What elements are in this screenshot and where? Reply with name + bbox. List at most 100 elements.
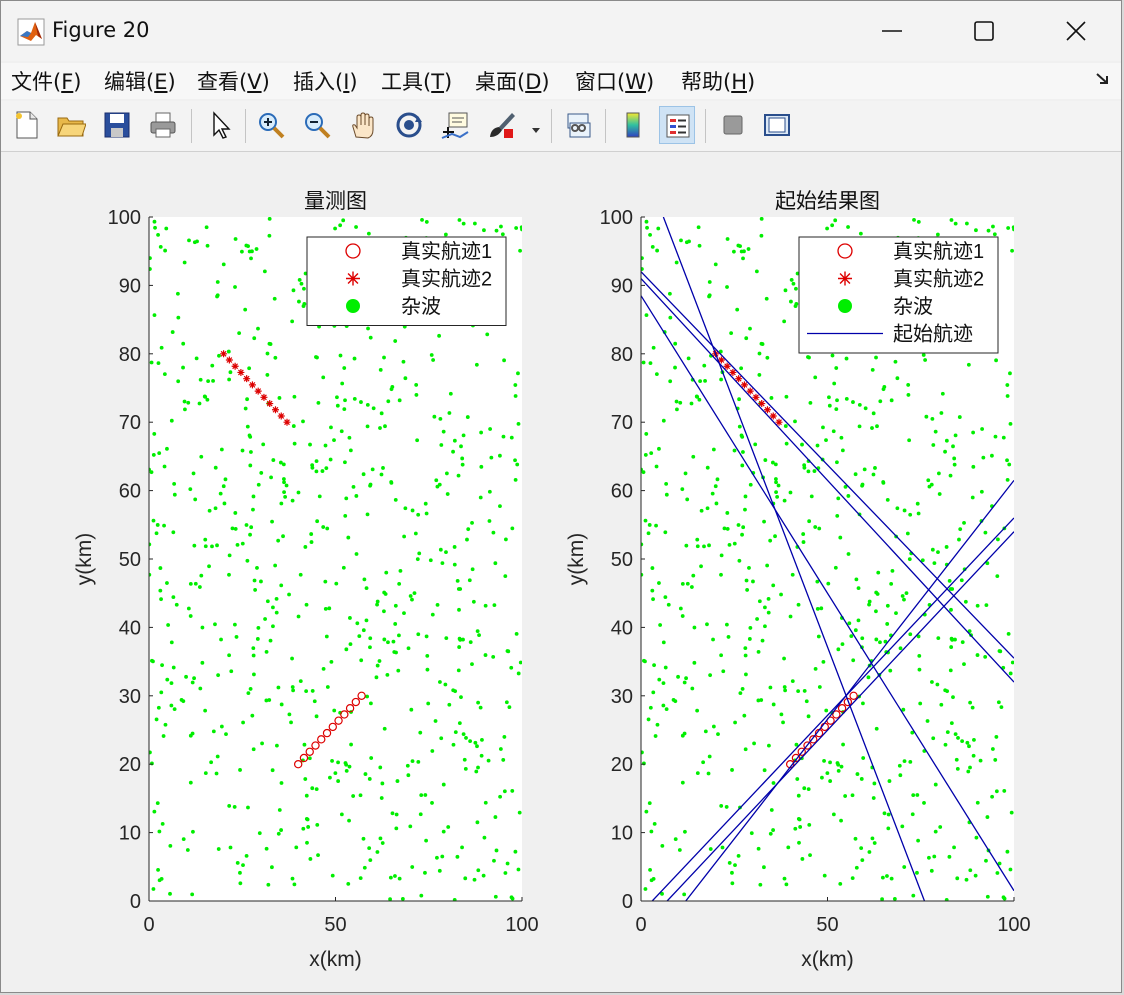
clutter-point — [866, 675, 871, 680]
legend-entry-label: 杂波 — [401, 295, 441, 318]
dock-arrow-icon[interactable] — [1095, 71, 1111, 91]
menu-item-d[interactable]: 桌面(D) — [475, 70, 550, 94]
rotate-3d-button[interactable] — [391, 106, 427, 144]
close-button[interactable] — [1031, 1, 1121, 61]
clutter-point — [654, 464, 659, 469]
clutter-point — [394, 650, 398, 655]
zoom-out-button[interactable] — [299, 106, 335, 144]
clutter-point — [782, 319, 787, 324]
track2-point — [746, 387, 754, 395]
clutter-point — [375, 599, 380, 604]
clutter-point — [193, 497, 198, 502]
clutter-point — [401, 359, 406, 364]
menu-item-t[interactable]: 工具(T) — [381, 70, 453, 94]
legend-marker-star — [838, 271, 852, 286]
clutter-point — [507, 705, 512, 710]
clutter-point — [1005, 394, 1010, 398]
clutter-point — [474, 362, 479, 367]
hide-plot-tools-button[interactable] — [715, 106, 751, 144]
clutter-point — [902, 508, 907, 513]
clutter-point — [502, 789, 507, 794]
clutter-point — [505, 861, 510, 866]
clutter-point — [765, 355, 770, 360]
menu-item-i[interactable]: 插入(I) — [293, 70, 358, 94]
toolbar-separator — [605, 109, 606, 143]
pan-button[interactable] — [345, 106, 381, 144]
clutter-point — [304, 602, 309, 607]
clutter-point — [273, 563, 278, 568]
menu-item-v[interactable]: 查看(V) — [197, 70, 270, 94]
clutter-point — [465, 415, 470, 419]
clutter-point — [455, 578, 460, 583]
clutter-point — [158, 588, 163, 593]
clutter-point — [878, 640, 882, 645]
clutter-point — [851, 658, 856, 663]
clutter-point — [452, 562, 457, 567]
menu-item-h[interactable]: 帮助(H) — [681, 70, 756, 94]
data-cursor-button[interactable] — [437, 106, 473, 144]
x-tick-label: 100 — [505, 914, 538, 936]
clutter-point — [983, 530, 988, 535]
zoom-in-button[interactable] — [253, 106, 289, 144]
brush-icon — [490, 113, 515, 138]
clutter-point — [302, 302, 307, 306]
clutter-point — [416, 759, 421, 764]
clutter-point — [843, 794, 848, 798]
clutter-point — [764, 296, 769, 301]
clutter-point — [335, 403, 340, 408]
edit-plot-button[interactable] — [201, 106, 237, 144]
clutter-point — [149, 360, 154, 365]
insert-colorbar-button[interactable] — [615, 106, 651, 144]
clutter-point — [906, 383, 911, 387]
clutter-point — [423, 501, 428, 506]
print-button[interactable] — [145, 106, 181, 144]
clutter-point — [396, 668, 401, 673]
clutter-point — [304, 793, 309, 798]
legend-entry-label: 真实航迹2 — [401, 268, 492, 291]
insert-legend-button[interactable] — [659, 106, 695, 144]
clutter-point — [160, 821, 165, 826]
clutter-point — [692, 625, 697, 630]
brush-dropdown-button[interactable] — [527, 106, 547, 144]
clutter-point — [424, 838, 429, 843]
clutter-point — [287, 592, 291, 597]
clutter-point — [419, 793, 424, 798]
clutter-point — [782, 498, 787, 503]
menu-item-w[interactable]: 窗口(W) — [575, 70, 655, 94]
clutter-point — [240, 541, 245, 546]
clutter-point — [161, 734, 166, 738]
new-figure-button[interactable] — [9, 106, 45, 144]
maximize-button[interactable] — [939, 1, 1029, 61]
clutter-point — [972, 737, 976, 742]
clutter-point — [447, 411, 452, 415]
clutter-point — [366, 326, 370, 331]
track2-point — [283, 418, 291, 426]
save-button[interactable] — [99, 106, 135, 144]
clutter-point — [152, 219, 157, 224]
menu-item-e[interactable]: 编辑(E) — [104, 70, 176, 94]
show-plot-tools-button[interactable] — [759, 106, 795, 144]
clutter-point — [807, 823, 812, 827]
brush-button[interactable] — [483, 106, 519, 144]
clutter-point — [448, 391, 453, 396]
clutter-point — [255, 637, 260, 641]
clutter-point — [683, 471, 688, 476]
track2-point — [723, 362, 731, 370]
open-button[interactable] — [53, 106, 89, 144]
clutter-point — [813, 375, 818, 380]
clutter-point — [786, 845, 791, 850]
link-plot-button[interactable] — [561, 106, 597, 144]
clutter-point — [648, 705, 653, 710]
clutter-point — [348, 642, 353, 647]
menu-item-f[interactable]: 文件(F) — [11, 70, 82, 94]
clutter-point — [773, 534, 777, 539]
clutter-point — [503, 574, 508, 579]
clutter-point — [880, 875, 885, 880]
clutter-point — [646, 531, 651, 536]
clutter-point — [251, 747, 256, 752]
clutter-point — [870, 426, 874, 430]
clutter-point — [983, 654, 988, 659]
clutter-point — [986, 228, 991, 233]
minimize-button[interactable] — [847, 1, 937, 61]
clutter-point — [703, 729, 708, 734]
